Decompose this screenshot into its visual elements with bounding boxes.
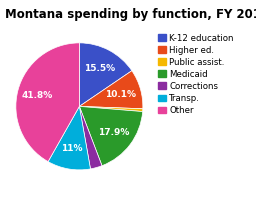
Text: Montana spending by function, FY 2013: Montana spending by function, FY 2013 (5, 8, 256, 21)
Wedge shape (48, 106, 90, 170)
Text: 17.9%: 17.9% (98, 128, 130, 137)
Wedge shape (16, 43, 79, 162)
Wedge shape (79, 106, 143, 166)
Wedge shape (79, 106, 143, 112)
Legend: K-12 education, Higher ed., Public assist., Medicaid, Corrections, Transp., Othe: K-12 education, Higher ed., Public assis… (158, 34, 233, 115)
Wedge shape (79, 71, 143, 109)
Text: 15.5%: 15.5% (84, 64, 115, 73)
Wedge shape (79, 43, 132, 106)
Text: 41.8%: 41.8% (22, 91, 53, 100)
Text: 11%: 11% (61, 144, 83, 153)
Wedge shape (79, 106, 102, 169)
Text: 10.1%: 10.1% (105, 90, 136, 99)
